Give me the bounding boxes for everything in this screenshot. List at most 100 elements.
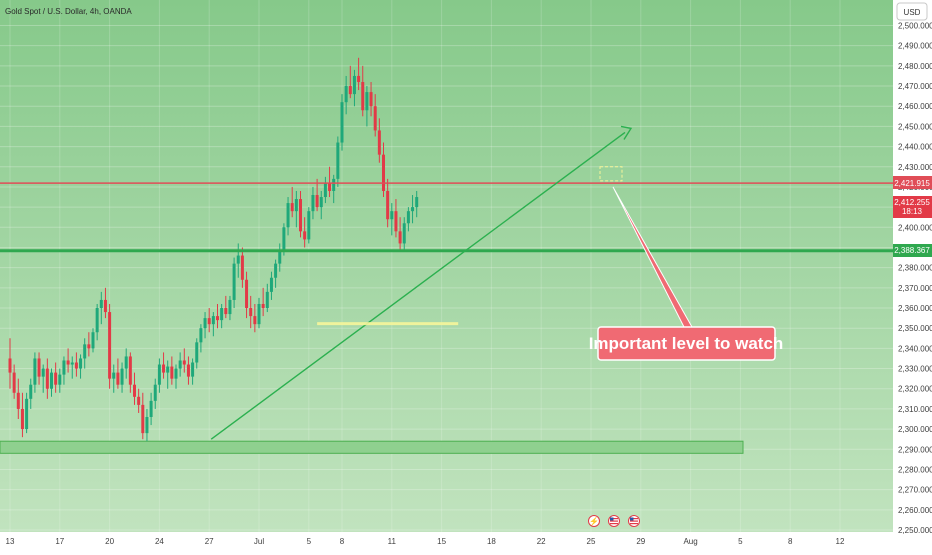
time-tick-label: 8 — [788, 537, 793, 546]
support-price-text: 2,388.367 — [894, 246, 930, 255]
price-tick-label: 2,470.000 — [898, 82, 932, 91]
currency-button[interactable]: USD — [896, 2, 928, 21]
price-tick-label: 2,360.000 — [898, 304, 932, 313]
time-tick-label: 15 — [437, 537, 446, 546]
candle-body — [91, 332, 95, 349]
price-axis-background — [893, 0, 932, 550]
price-tick-label: 2,460.000 — [898, 102, 932, 111]
candle-body — [286, 203, 290, 228]
candle-body — [211, 316, 215, 325]
candle-body — [220, 308, 224, 321]
candle-body — [340, 102, 344, 143]
candle-body — [203, 318, 207, 329]
candle-body — [199, 328, 203, 343]
price-tick-label: 2,450.000 — [898, 122, 932, 131]
candle-layer — [8, 57, 419, 442]
time-tick-label: 22 — [537, 537, 546, 546]
us-flag-event-icon-2[interactable] — [628, 515, 640, 527]
candle-body — [178, 360, 182, 369]
candle-body — [390, 211, 394, 220]
candle-body — [95, 308, 99, 333]
price-tick-label: 2,400.000 — [898, 223, 932, 232]
candle-body — [415, 197, 419, 208]
time-tick-label: 17 — [55, 537, 64, 546]
candle-body — [290, 203, 294, 212]
time-tick-label: 27 — [205, 537, 214, 546]
price-tick-label: 2,310.000 — [898, 405, 932, 414]
time-tick-label: Aug — [683, 537, 697, 546]
candle-body — [99, 299, 103, 309]
candle-body — [112, 372, 116, 379]
candle-body — [37, 358, 41, 377]
candle-body — [332, 178, 336, 191]
candle-body — [236, 255, 240, 264]
candle-body — [174, 368, 178, 379]
candle-body — [12, 372, 16, 393]
candle-body — [373, 106, 377, 131]
time-tick-label: 24 — [155, 537, 164, 546]
candle-body — [103, 299, 107, 313]
resistance-price-label: 2,421.915 — [893, 176, 932, 189]
candle-body — [207, 318, 211, 325]
candle-body — [70, 362, 74, 365]
time-tick-label: 11 — [388, 537, 397, 546]
candle-body — [145, 416, 149, 434]
price-tick-label: 2,440.000 — [898, 143, 932, 152]
candle-body — [124, 356, 128, 369]
candle-body — [16, 392, 20, 409]
lightning-event-icon[interactable]: ⚡ — [588, 515, 600, 527]
time-tick-label: 12 — [836, 537, 845, 546]
candle-body — [303, 231, 307, 240]
current-price-label: 2,412.255 18:13 — [893, 196, 932, 218]
candle-body — [336, 142, 340, 179]
price-tick-label: 2,270.000 — [898, 486, 932, 495]
candle-body — [323, 182, 327, 198]
candle-body — [394, 211, 398, 232]
trendline-arrow — [620, 125, 633, 140]
candle-body — [294, 199, 298, 212]
candle-body — [365, 92, 369, 111]
candle-body — [224, 308, 228, 315]
us-flag-event-icon[interactable] — [608, 515, 620, 527]
time-tick-label: 20 — [105, 537, 114, 546]
candle-body — [157, 364, 161, 385]
candle-body — [87, 344, 91, 349]
bar-countdown: 18:13 — [902, 207, 923, 216]
candle-body — [33, 358, 37, 385]
candle-body — [29, 384, 33, 399]
time-axis[interactable]: 13 17 20 24 27 Jul 5 8 11 15 18 22 25 29 Aug 5 8 12 — [6, 537, 845, 546]
candle-body — [128, 356, 132, 385]
candle-body — [62, 360, 66, 375]
candle-body — [116, 372, 120, 385]
price-tick-label: 2,380.000 — [898, 264, 932, 273]
candle-body — [357, 75, 361, 83]
time-tick-label: 5 — [738, 537, 743, 546]
time-tick-label: Jul — [254, 537, 264, 546]
current-price-text: 2,412.255 — [894, 198, 930, 207]
candle-body — [411, 207, 415, 212]
candle-body — [265, 291, 269, 309]
price-tick-label: 2,320.000 — [898, 385, 932, 394]
candle-body — [83, 344, 87, 359]
time-axis-background — [0, 532, 893, 550]
price-tick-label: 2,340.000 — [898, 344, 932, 353]
zone-layer — [0, 440, 744, 454]
support-zone — [0, 440, 744, 454]
candle-body — [50, 372, 53, 389]
price-tick-label: 2,480.000 — [898, 62, 932, 71]
price-tick-label: 2,430.000 — [898, 163, 932, 172]
candle-body — [108, 312, 112, 379]
candle-body — [406, 211, 410, 224]
candle-body — [282, 227, 286, 252]
candle-body — [315, 195, 319, 208]
candle-body — [228, 299, 232, 315]
candle-body — [249, 308, 253, 317]
candle-body — [182, 360, 186, 365]
candle-body — [20, 408, 24, 430]
candle-body — [232, 263, 236, 300]
currency-button-label: USD — [904, 8, 921, 17]
target-box — [599, 166, 623, 182]
candle-body — [319, 197, 323, 208]
